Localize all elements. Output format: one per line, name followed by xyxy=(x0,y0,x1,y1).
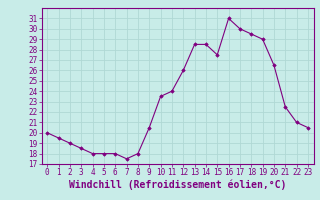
X-axis label: Windchill (Refroidissement éolien,°C): Windchill (Refroidissement éolien,°C) xyxy=(69,180,286,190)
